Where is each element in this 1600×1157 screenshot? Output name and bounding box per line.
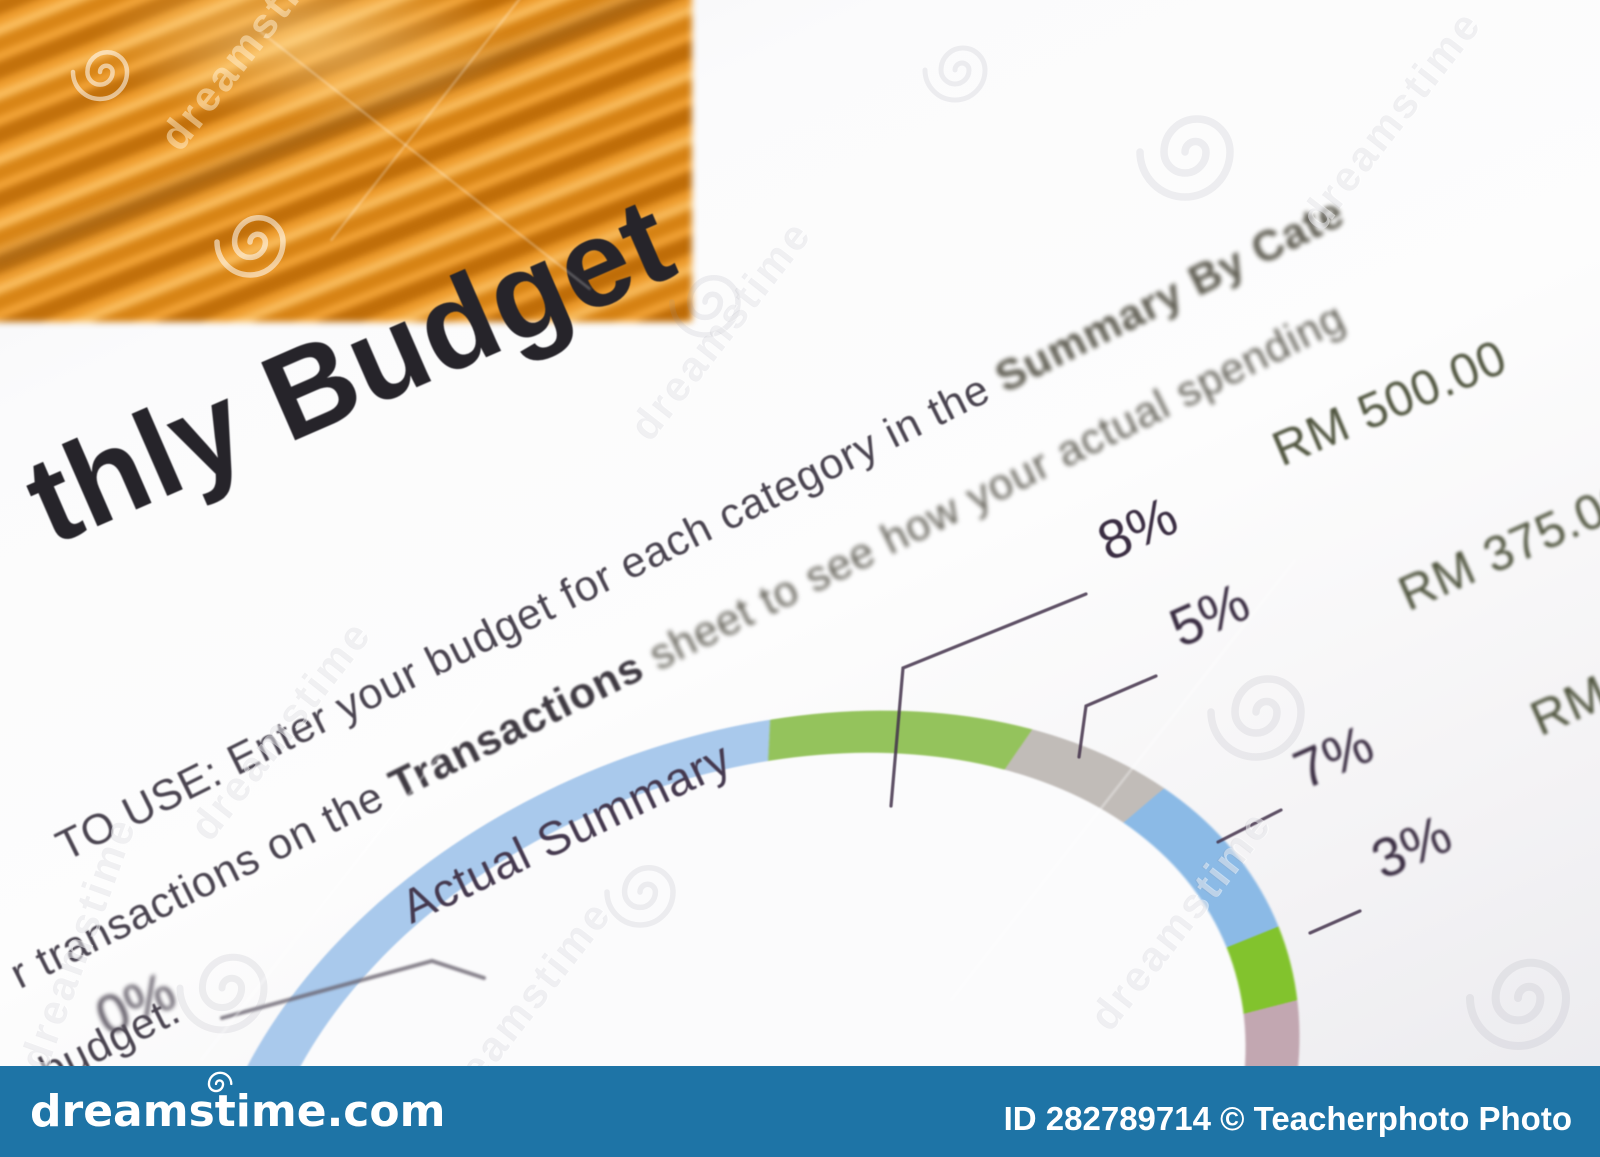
wood-desk-surface [0,0,692,322]
leader-0pct [220,958,486,1020]
leader-5pct [1077,674,1158,759]
wood-highlight [92,0,512,122]
dreamstime-logo: dreamstime.com [30,1086,446,1137]
leader-8pct [889,592,1088,808]
watermark-credit-bar [0,1066,1600,1157]
leader-3pct [1308,909,1362,935]
dreamstime-logo-spiral-icon [207,1071,233,1093]
leader-7pct [1216,808,1283,844]
photo-credit-text: ID 282789714 © Teacherphoto Photo [1003,1100,1572,1137]
